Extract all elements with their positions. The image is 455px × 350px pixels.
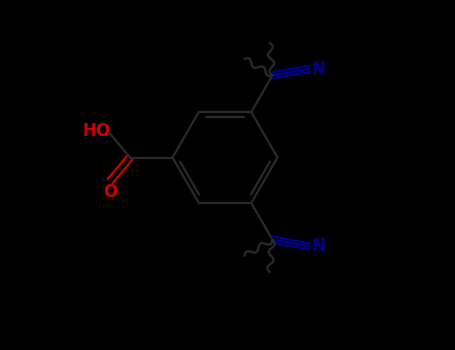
Text: N: N xyxy=(312,237,325,255)
Text: N: N xyxy=(312,60,325,78)
Text: O: O xyxy=(103,183,117,201)
Text: HO: HO xyxy=(82,122,110,140)
